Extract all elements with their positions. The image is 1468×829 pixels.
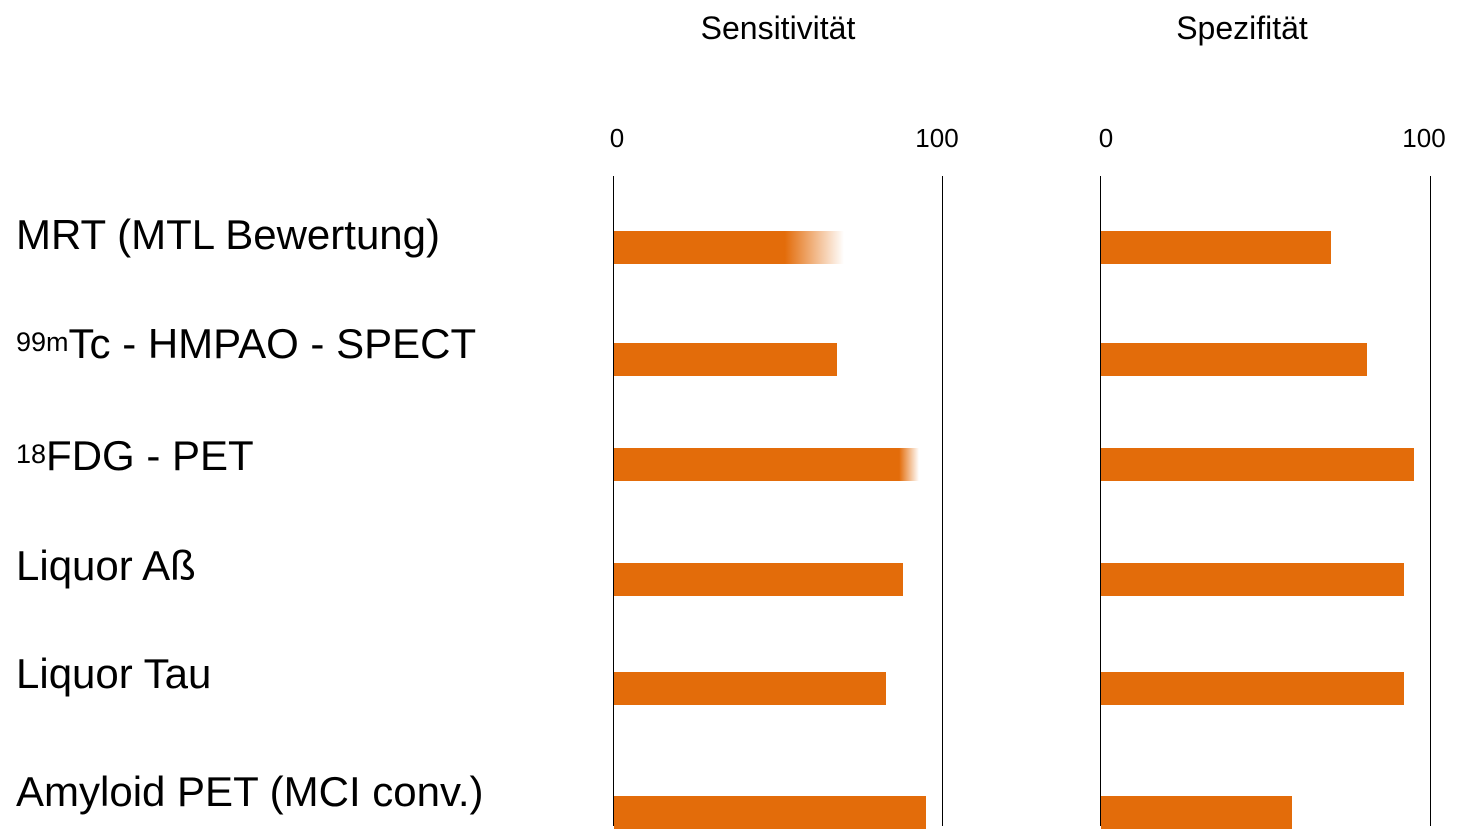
specificity-bar-4 — [1101, 563, 1404, 596]
specificity-bar-5 — [1101, 672, 1404, 705]
row-label-mrt-text: MRT (MTL Bewertung) — [16, 211, 440, 258]
specificity-bar-1 — [1101, 231, 1332, 264]
specificity-axis-zero — [1100, 176, 1101, 826]
sensitivity-bar-5 — [614, 672, 887, 705]
sensitivity-bar-2 — [614, 343, 838, 376]
specificity-title: Spezifität — [1176, 10, 1308, 46]
row-label-liquor-abeta: Liquor Aß — [16, 541, 196, 591]
sensitivity-axis-zero — [613, 176, 614, 826]
row-label-amyloid-pet-text: Amyloid PET (MCI conv.) — [16, 768, 484, 815]
specificity-axis-hundred — [1430, 176, 1431, 826]
specificity-tick-100: 100 — [1402, 123, 1446, 153]
row-label-amyloid-pet: Amyloid PET (MCI conv.) — [16, 767, 484, 817]
specificity-bar-2 — [1101, 343, 1368, 376]
row-label-mrt: MRT (MTL Bewertung) — [16, 210, 440, 260]
row-label-spect-text: Tc - HMPAO - SPECT — [68, 320, 477, 367]
specificity-tick-0: 0 — [1098, 123, 1114, 153]
sensitivity-bar-3 — [614, 448, 920, 481]
row-label-spect-sup: 99m — [16, 327, 69, 357]
sensitivity-bar-4 — [614, 563, 903, 596]
sensitivity-bar-1 — [614, 231, 844, 264]
row-label-fdg-pet-sup: 18 — [16, 439, 47, 469]
sensitivity-title: Sensitivität — [700, 10, 856, 46]
specificity-bar-6 — [1101, 796, 1292, 829]
sensitivity-tick-100: 100 — [915, 123, 959, 153]
specificity-bar-3 — [1101, 448, 1414, 481]
row-label-liquor-tau-text: Liquor Tau — [16, 650, 212, 697]
row-label-liquor-abeta-text: Liquor Aß — [16, 542, 196, 589]
row-label-liquor-tau: Liquor Tau — [16, 649, 211, 699]
row-label-fdg-pet-text: FDG - PET — [46, 432, 254, 479]
row-label-fdg-pet: 18FDG - PET — [16, 431, 254, 481]
row-label-spect: 99mTc - HMPAO - SPECT — [16, 319, 476, 369]
sensitivity-bar-6 — [614, 796, 926, 829]
sensitivity-tick-0: 0 — [609, 123, 625, 153]
sensitivity-axis-hundred — [942, 176, 943, 826]
